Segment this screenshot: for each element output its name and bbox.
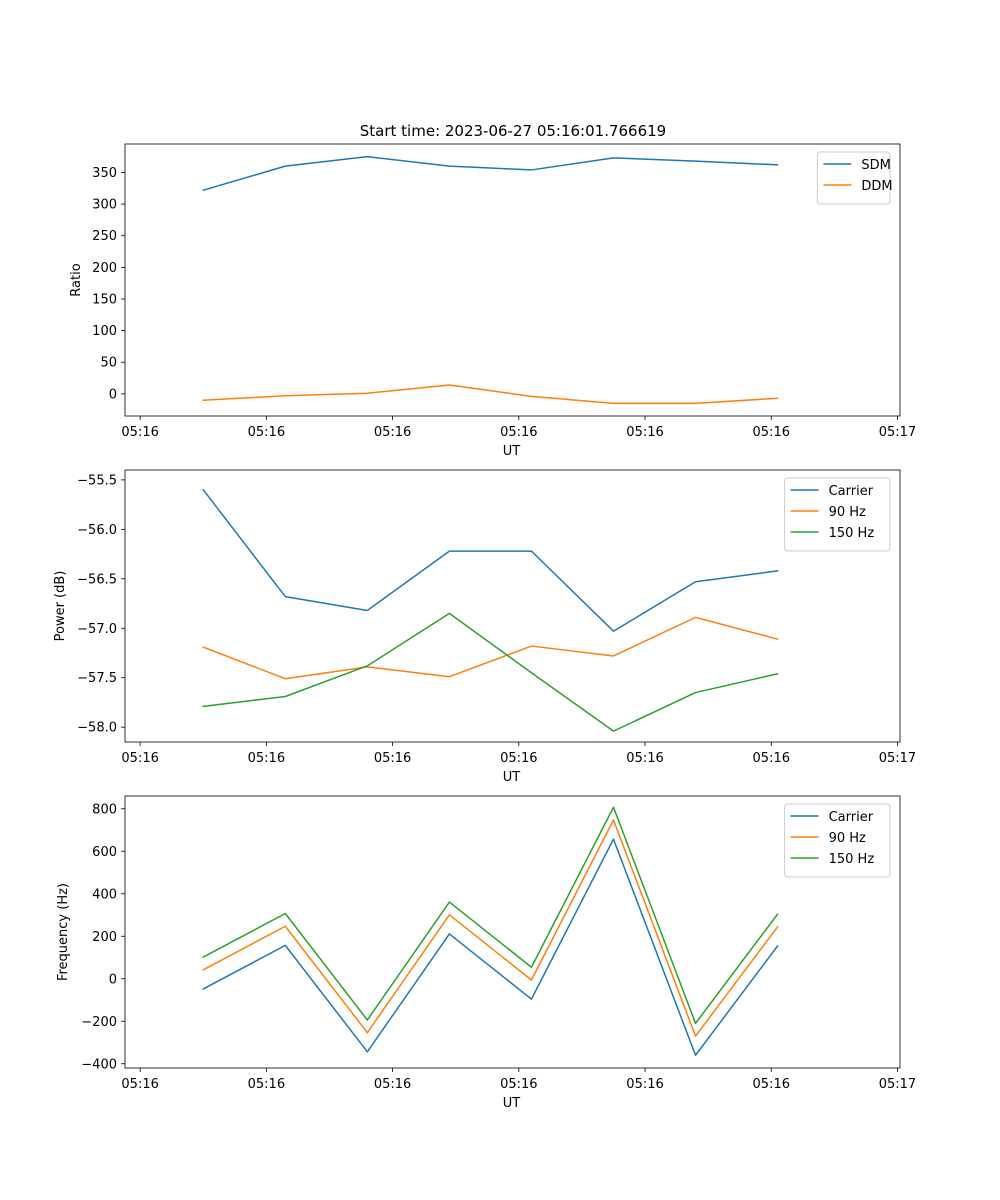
ratio-x-tick-label: 05:17 xyxy=(879,425,916,440)
power-x-tick-label: 05:16 xyxy=(121,751,158,766)
frequency-x-tick-label: 05:17 xyxy=(879,1077,916,1092)
frequency-y-tick-label: 0 xyxy=(109,972,117,987)
ratio-legend-label-0: SDM xyxy=(861,158,890,173)
ratio-y-tick-label: 50 xyxy=(100,356,117,371)
ratio-x-tick-label: 05:16 xyxy=(500,425,537,440)
ratio-y-tick-label: 150 xyxy=(92,292,117,307)
frequency-y-tick-label: 800 xyxy=(92,802,117,817)
ratio-axes-frame xyxy=(124,143,901,417)
ratio-x-tick-label: 05:16 xyxy=(626,425,663,440)
ratio-legend-label-1: DDM xyxy=(861,179,892,194)
frequency-x-tick-label: 05:16 xyxy=(248,1077,285,1092)
power-y-tick-label: −58.0 xyxy=(77,721,117,736)
power-y-tick-label: −56.5 xyxy=(77,572,117,587)
ratio-series-line-0 xyxy=(202,155,779,192)
ratio-series-line-1 xyxy=(202,384,779,405)
power-y-tick-label: −57.0 xyxy=(77,622,117,637)
ratio-y-tick-label: 300 xyxy=(92,198,117,213)
ratio-y-tick-label: 200 xyxy=(92,261,117,276)
power-y-axis-label: Power (dB) xyxy=(53,571,68,642)
frequency-x-tick-label: 05:16 xyxy=(121,1077,158,1092)
power-x-tick-label: 05:16 xyxy=(626,751,663,766)
ratio-x-tick-label: 05:16 xyxy=(121,425,158,440)
chart-ratio: 05:16 05:16 05:16 05:16 05:16 05:16 05:17 0 50 10… xyxy=(69,143,916,459)
power-x-tick-label: 05:16 xyxy=(753,751,790,766)
frequency-y-tick-label: 400 xyxy=(92,887,117,902)
frequency-series-line-2 xyxy=(202,806,779,1025)
frequency-legend-label-1: 90 Hz xyxy=(829,831,866,846)
ratio-y-tick-label: 0 xyxy=(109,387,117,402)
ratio-y-tick-label: 350 xyxy=(92,166,117,181)
power-legend-label-1: 90 Hz xyxy=(829,505,866,520)
ratio-y-axis-label: Ratio xyxy=(69,263,84,296)
power-series-line-1 xyxy=(202,616,779,680)
ratio-y-tick-label: 100 xyxy=(92,324,117,339)
chart-power: 05:16 05:16 05:16 05:16 05:16 05:16 05:17 −55.5… xyxy=(53,469,916,785)
power-legend-label-2: 150 Hz xyxy=(829,526,875,541)
power-x-axis-label: UT xyxy=(503,770,521,785)
ratio-x-tick-label: 05:16 xyxy=(753,425,790,440)
frequency-x-tick-label: 05:16 xyxy=(753,1077,790,1092)
frequency-y-tick-label: 600 xyxy=(92,845,117,860)
frequency-series-line-0 xyxy=(202,838,779,1056)
frequency-y-axis-label: Frequency (Hz) xyxy=(56,883,71,981)
frequency-x-axis-label: UT xyxy=(503,1096,521,1111)
power-y-tick-label: −56.0 xyxy=(77,523,117,538)
ratio-x-axis-label: UT xyxy=(503,444,521,459)
ratio-y-tick-label: 250 xyxy=(92,229,117,244)
ratio-x-tick-label: 05:16 xyxy=(374,425,411,440)
power-y-tick-label: −55.5 xyxy=(77,473,117,488)
frequency-x-tick-label: 05:16 xyxy=(500,1077,537,1092)
frequency-x-tick-label: 05:16 xyxy=(626,1077,663,1092)
frequency-y-tick-label: −200 xyxy=(81,1015,117,1030)
frequency-x-tick-label: 05:16 xyxy=(374,1077,411,1092)
power-legend-label-0: Carrier xyxy=(829,484,874,499)
ratio-legend-box xyxy=(816,151,891,205)
frequency-y-tick-label: 200 xyxy=(92,930,117,945)
power-x-tick-label: 05:17 xyxy=(879,751,916,766)
power-series-line-2 xyxy=(202,612,779,732)
power-axes-frame xyxy=(124,469,901,743)
power-x-tick-label: 05:16 xyxy=(500,751,537,766)
frequency-legend-label-0: Carrier xyxy=(829,810,874,825)
power-x-tick-label: 05:16 xyxy=(248,751,285,766)
chart-frequency: 05:16 05:16 05:16 05:16 05:16 05:16 05:17 −400 −… xyxy=(56,795,916,1111)
power-x-tick-label: 05:16 xyxy=(374,751,411,766)
ratio-x-tick-label: 05:16 xyxy=(248,425,285,440)
power-y-tick-label: −57.5 xyxy=(77,671,117,686)
frequency-axes-frame xyxy=(124,795,901,1069)
frequency-legend-label-2: 150 Hz xyxy=(829,852,875,867)
figure-title: Start time: 2023-06-27 05:16:01.766619 xyxy=(360,122,666,140)
frequency-series-line-1 xyxy=(202,819,779,1037)
frequency-y-tick-label: −400 xyxy=(81,1057,117,1072)
power-series-line-0 xyxy=(202,488,779,632)
